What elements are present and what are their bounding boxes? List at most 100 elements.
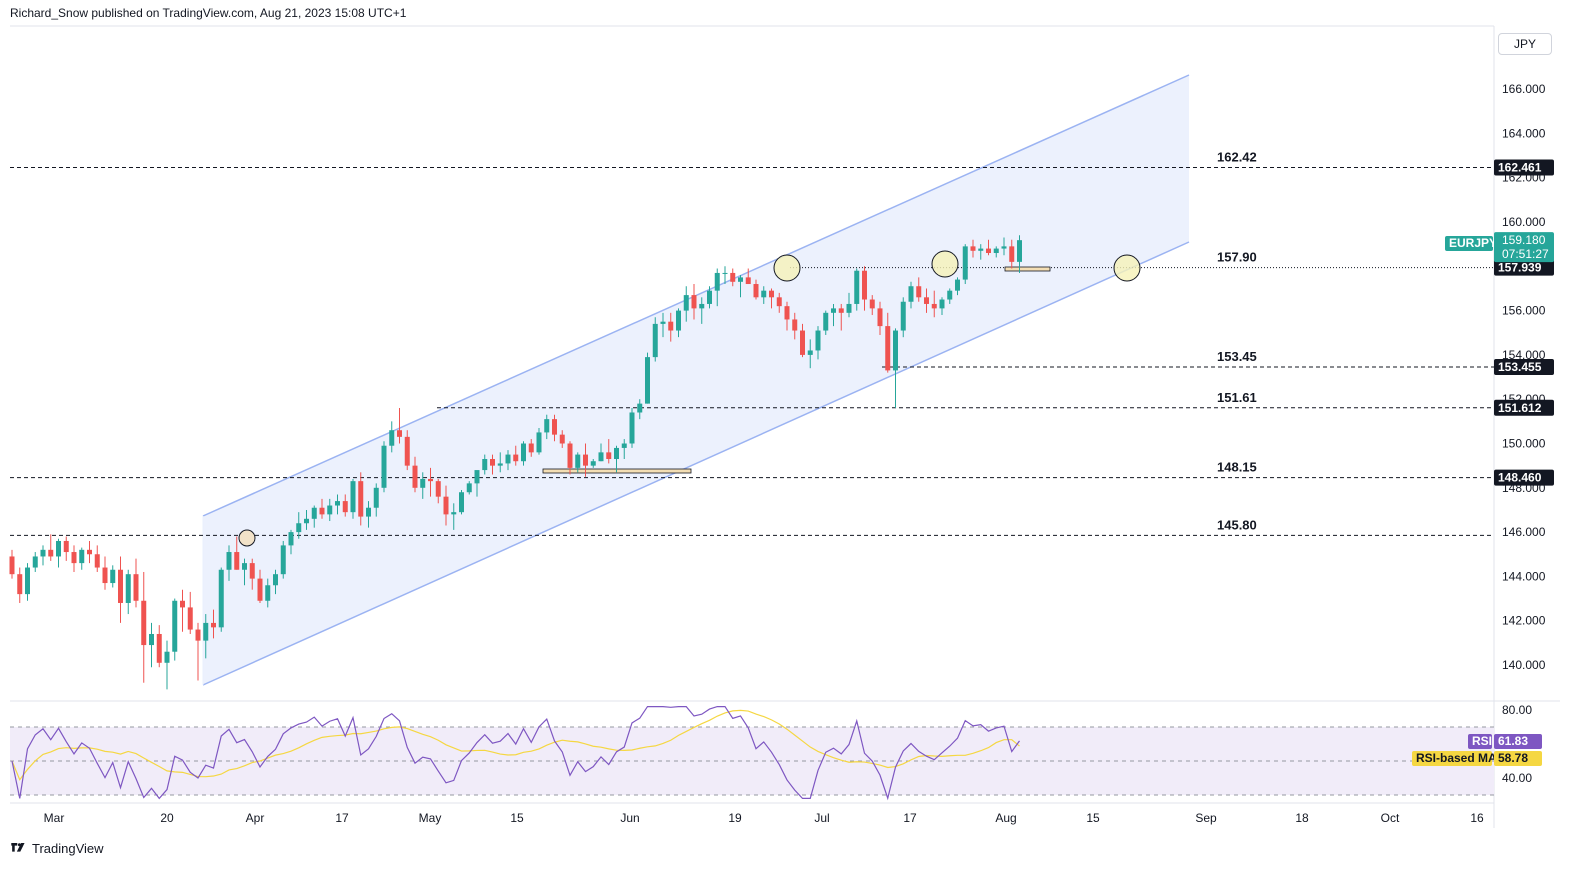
rsi-line (11, 705, 1020, 801)
level-badge-bg (1494, 259, 1554, 276)
time-axis: Mar 20 Apr 17 May 15 Jun 19 Jul 17 Aug 15 Sep 18 Oct 16 (44, 811, 1484, 825)
candle-body (916, 286, 922, 298)
price-tick-label: 144.000 (1502, 569, 1546, 583)
time-tick-label: 20 (160, 811, 174, 825)
level-badge-bg (1494, 399, 1554, 416)
time-tick-label: Jun (620, 811, 639, 825)
candle-body (203, 622, 209, 641)
candle-body (807, 350, 813, 355)
channel-fill (203, 75, 1189, 685)
candle-body (133, 574, 139, 601)
rsi-tick-label: 40.00 (1502, 771, 1532, 785)
candle-body (428, 478, 433, 482)
candle-body (722, 272, 728, 274)
candle-body (893, 330, 898, 371)
candle-body (482, 459, 488, 471)
candle-body (94, 554, 100, 568)
candle-body (521, 443, 526, 462)
candle-body (474, 470, 480, 484)
eurjpy-chart[interactable]: 162.42 157.90 153.45 151.61 148.15 145.80 140… (0, 0, 1572, 840)
candle-body (435, 481, 441, 497)
candle-body (908, 286, 914, 302)
channel-lower-line (202, 241, 1190, 686)
countdown-text: 07:51:27 (1502, 247, 1549, 261)
candle-body (699, 303, 705, 309)
candle-body (544, 419, 550, 433)
candle-body (420, 478, 426, 488)
price-tick-label: 164.000 (1502, 126, 1546, 140)
candle-body (1009, 246, 1015, 262)
candle-body (118, 569, 123, 603)
level-label: 162.42 (1217, 150, 1257, 165)
candle-body (869, 299, 875, 309)
highlight-circle (238, 529, 256, 547)
level-badge-bg (1494, 469, 1554, 486)
candle-body (629, 412, 635, 444)
level-badge-bg (1494, 358, 1554, 375)
candle-body (800, 330, 805, 355)
ascending-channel (202, 74, 1190, 686)
level-badge-text: 148.460 (1498, 471, 1542, 485)
candle-body (854, 270, 860, 304)
candle-body (885, 326, 891, 371)
level-label: 153.45 (1217, 349, 1257, 364)
candle-body (1017, 240, 1022, 262)
candle-body (552, 419, 557, 435)
candle-body (761, 290, 767, 298)
candle-body (48, 549, 54, 557)
candle-body (962, 246, 968, 280)
candle-body (195, 629, 201, 641)
candle-body (776, 297, 782, 307)
candle-body (63, 540, 69, 553)
candle-body (614, 447, 619, 460)
rsi-ma-name-badge-text: RSI-based MA (1416, 751, 1497, 765)
candle-body (211, 622, 216, 628)
candle-body (9, 556, 15, 575)
last-price-bg (1494, 232, 1554, 263)
candle-body (311, 507, 317, 519)
candle-body (660, 321, 666, 324)
rsi-value-badge-text: 61.83 (1498, 734, 1528, 748)
tradingview-logo-icon (11, 842, 25, 852)
level-label: 151.61 (1217, 390, 1257, 405)
candle-body (598, 452, 604, 462)
price-tick-label: 146.000 (1502, 525, 1546, 539)
time-tick-label: Apr (246, 811, 265, 825)
candle-body (265, 585, 271, 601)
highlight-circle (931, 250, 959, 278)
candle-body (676, 310, 681, 331)
currency-selector[interactable]: JPY (1498, 33, 1552, 55)
rsi-name-badge-bg (1468, 734, 1492, 749)
candle-body (730, 272, 736, 282)
candle-body (652, 323, 658, 358)
rsi-ma-value-badge: 58.78 (1494, 751, 1542, 766)
candle-body (288, 532, 294, 546)
candle-body (838, 308, 844, 313)
time-tick-label: May (419, 811, 442, 825)
candle-body (559, 434, 565, 444)
candle-body (575, 454, 581, 468)
candle-body (536, 432, 542, 453)
candle-body (947, 290, 953, 300)
candle-body (327, 505, 333, 515)
candle-body (939, 299, 945, 309)
time-tick-label: 16 (1470, 811, 1484, 825)
rsi-ma-name-badge-bg (1412, 751, 1492, 766)
rsi-ma-value-badge-text: 58.78 (1498, 751, 1528, 765)
candle-body (280, 545, 286, 575)
rsi-name-badge: RSI (1468, 734, 1492, 749)
price-tick-label: 154.000 (1502, 348, 1546, 362)
candle-body (397, 430, 402, 437)
candle-body (218, 569, 224, 628)
candle-body (955, 279, 960, 291)
candle-body (505, 454, 511, 464)
candle-body (180, 600, 185, 608)
highlight-circle (773, 254, 801, 282)
time-tick-label: 18 (1295, 811, 1309, 825)
candle-body (815, 330, 821, 351)
candle-body (149, 633, 154, 646)
candle-body (25, 567, 30, 595)
rsi-value-badge-bg (1494, 734, 1542, 749)
price-badges: 162.461 157.939 153.455 151.612 148.460 EURJP… (1412, 159, 1554, 766)
candle-body (784, 306, 790, 320)
